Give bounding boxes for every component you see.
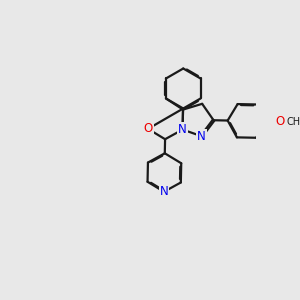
- Text: O: O: [276, 115, 285, 128]
- Text: N: N: [178, 123, 187, 136]
- Text: N: N: [160, 185, 168, 198]
- Text: N: N: [197, 130, 206, 143]
- Text: CH₃: CH₃: [286, 117, 300, 127]
- Text: O: O: [143, 122, 153, 135]
